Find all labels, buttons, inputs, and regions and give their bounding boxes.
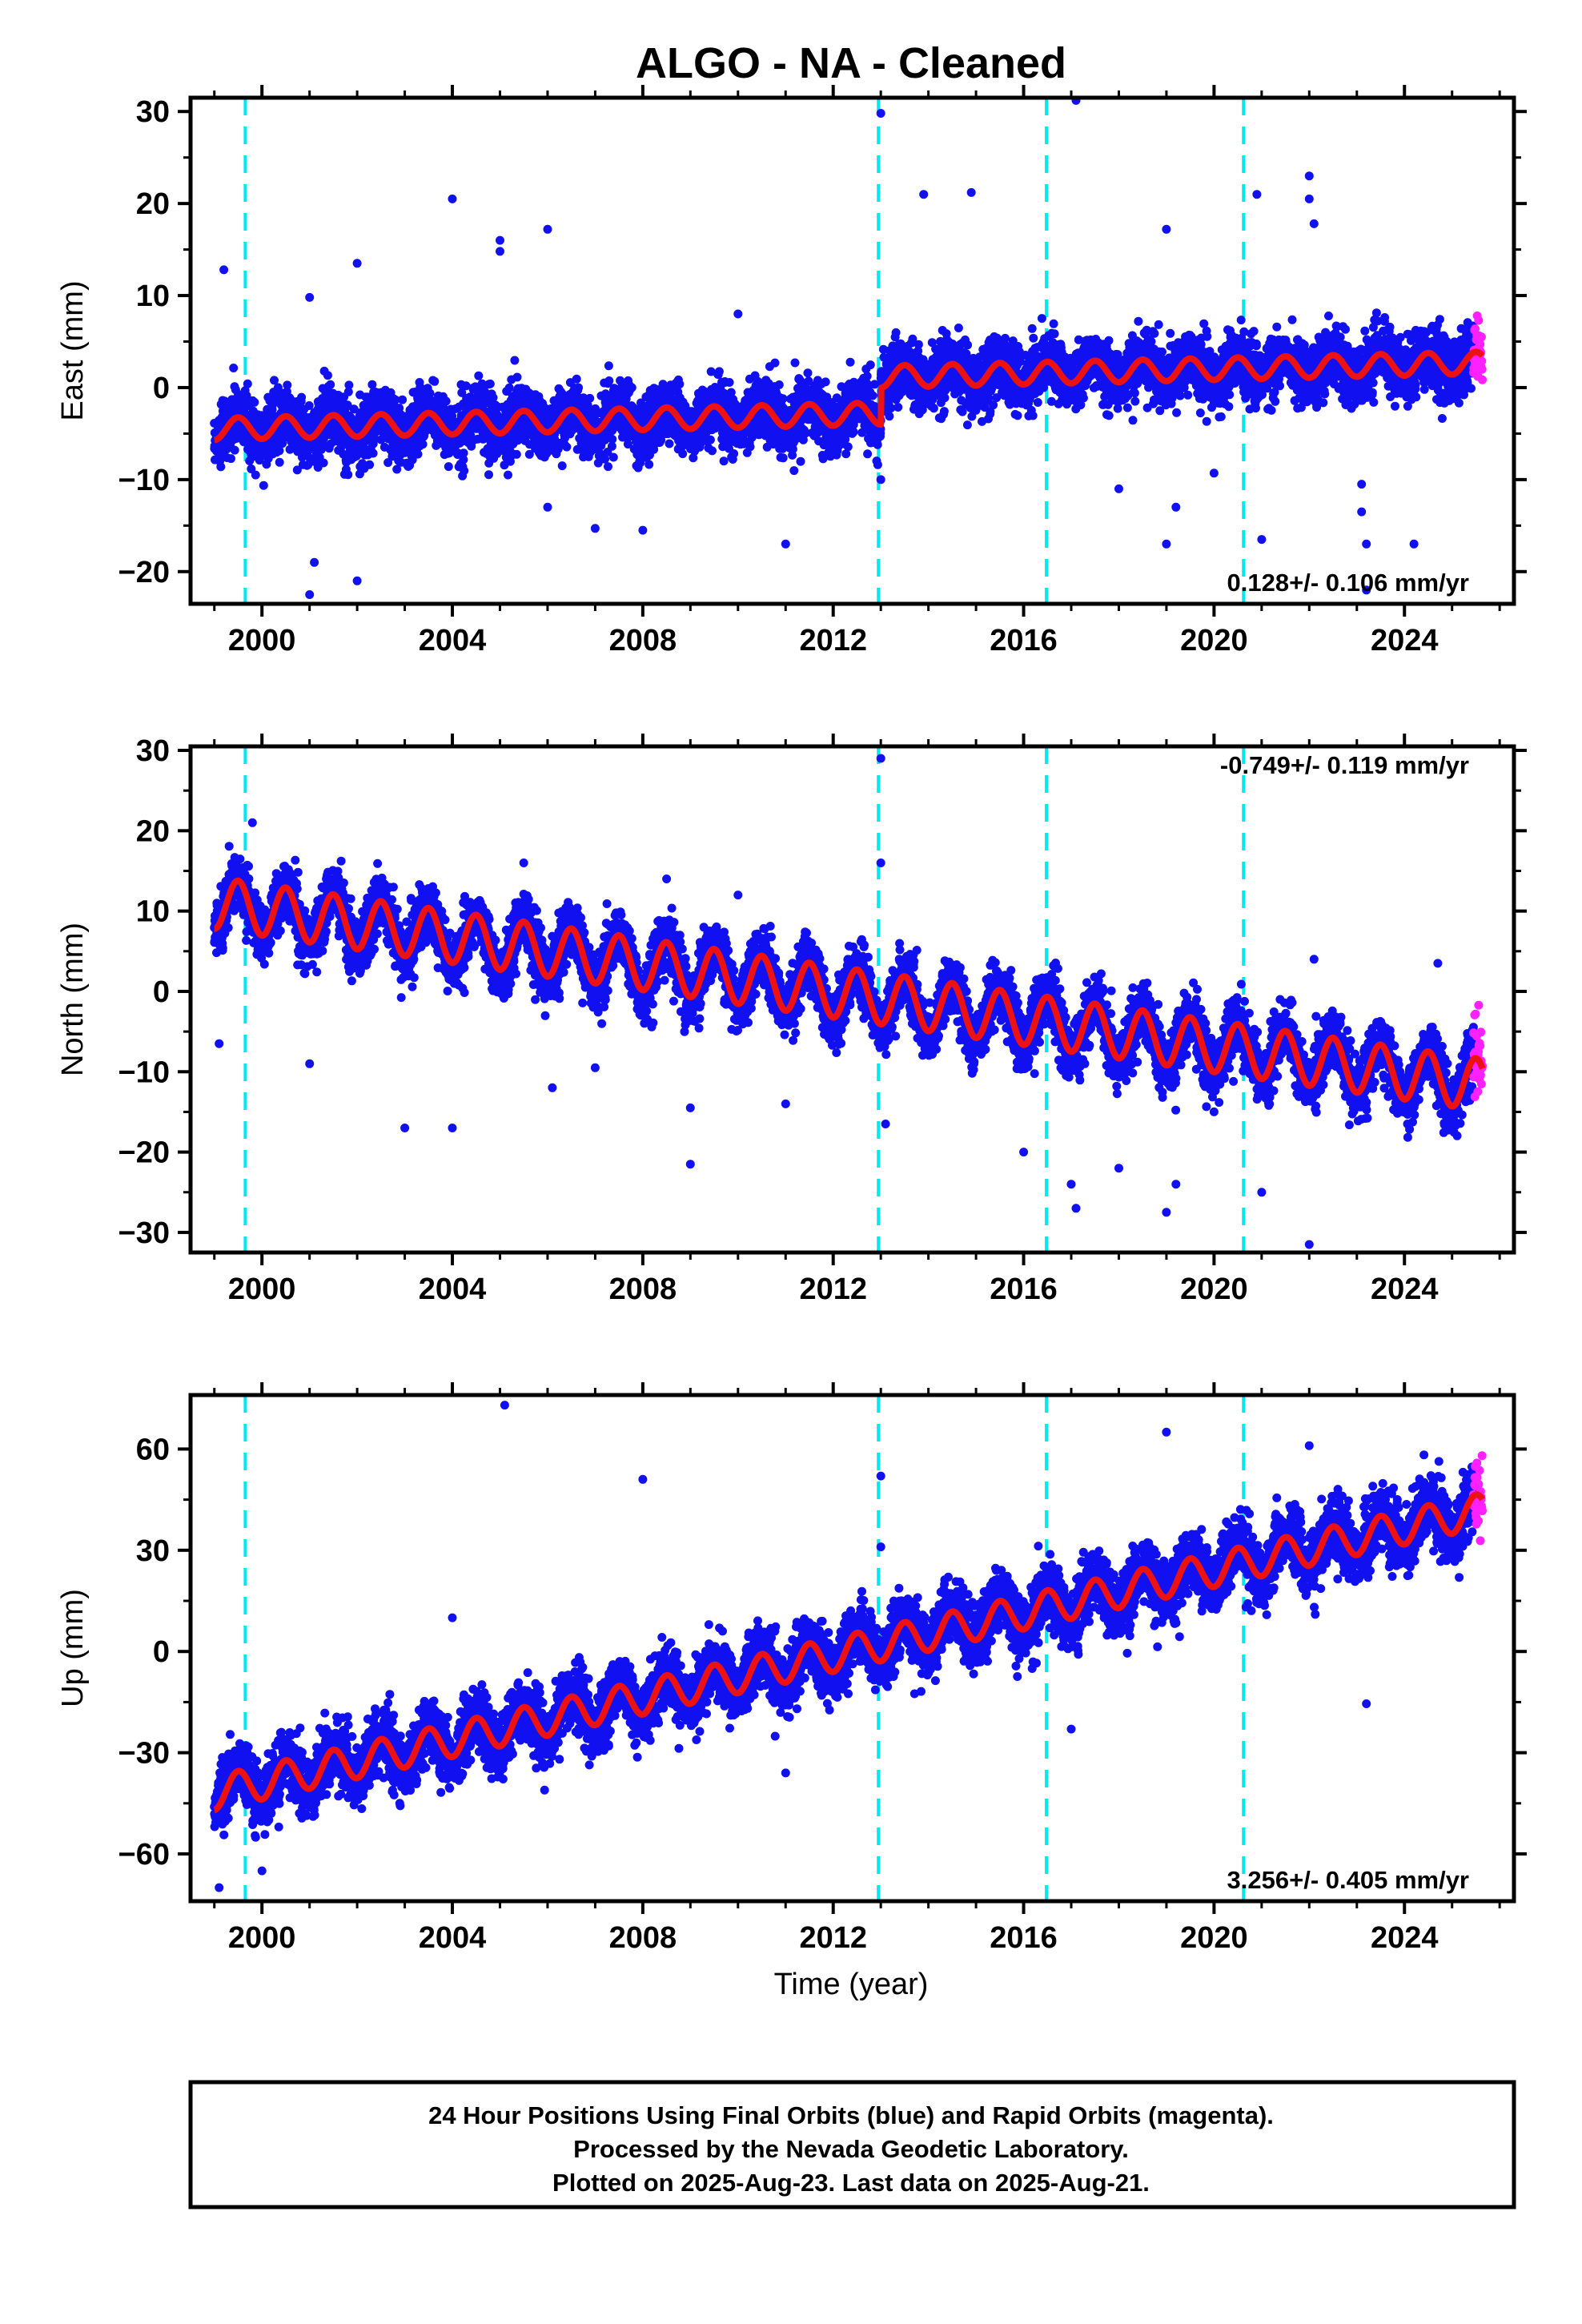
up-x-tick-label-6: 2024 xyxy=(1371,1921,1439,1955)
north-y-axis-label: North (mm) xyxy=(56,923,90,1076)
east-rapid-orbit-points xyxy=(1469,311,1487,384)
chart-title: ALGO - NA - Cleaned xyxy=(636,39,1066,87)
up-x-tick-label-5: 2020 xyxy=(1180,1921,1248,1955)
east-y-tick-label-2: 0 xyxy=(153,372,170,405)
east-x-tick-label-5: 2020 xyxy=(1180,624,1248,657)
east-rate-label: 0.128+/- 0.106 mm/yr xyxy=(1227,569,1469,597)
north-rapid-orbit-points xyxy=(1469,1000,1487,1101)
footer-frame xyxy=(188,2080,1516,2209)
north-x-tick-label-1: 2004 xyxy=(419,1273,487,1306)
up-model-fit-line xyxy=(211,1491,1486,1814)
north-data-layer xyxy=(210,746,1487,1252)
up-y-axis-label: Up (mm) xyxy=(56,1589,90,1707)
north-x-tick-label-4: 2016 xyxy=(990,1273,1058,1306)
north-x-tick-label-5: 2020 xyxy=(1180,1273,1248,1306)
north-x-tick-label-0: 2000 xyxy=(228,1273,296,1306)
up-x-tick-label-0: 2000 xyxy=(228,1921,296,1955)
north-model-fit-line xyxy=(211,877,1486,1110)
up-x-tick-label-2: 2008 xyxy=(609,1921,677,1955)
up-x-tick-label-1: 2004 xyxy=(419,1921,487,1955)
north-rate-label: -0.749+/- 0.119 mm/yr xyxy=(1220,751,1469,779)
north-x-tick-label-3: 2012 xyxy=(799,1273,867,1306)
east-y-tick-label-3: 10 xyxy=(136,279,170,313)
north-axis-ticks: −30 −20 −10 0 10 20 30 2000 2004 2008 2012 2016 2020… xyxy=(118,734,1527,1306)
east-model-fit-line xyxy=(211,348,1486,444)
east-x-tick-label-1: 2004 xyxy=(419,624,487,657)
east-y-tick-label-5: 30 xyxy=(136,95,170,129)
north-y-tick-label-1: −20 xyxy=(118,1136,170,1170)
up-axis-ticks: −60 −30 0 30 60 2000 2004 2008 2012 2016 2020 2024 xyxy=(118,1382,1527,1955)
up-x-tick-label-3: 2012 xyxy=(799,1921,867,1955)
up-data-layer xyxy=(210,1395,1487,1901)
east-plot-frame xyxy=(188,95,1516,606)
north-y-tick-label-5: 20 xyxy=(136,814,170,848)
up-y-tick-label-4: 60 xyxy=(136,1433,170,1466)
up-y-tick-label-0: −60 xyxy=(118,1838,170,1872)
up-y-tick-label-1: −30 xyxy=(118,1737,170,1771)
north-y-tick-label-3: 0 xyxy=(153,975,170,1009)
east-final-orbit-points xyxy=(210,98,1478,599)
north-x-tick-label-6: 2024 xyxy=(1371,1273,1439,1306)
footer-box: 24 Hour Positions Using Final Orbits (bl… xyxy=(188,2080,1516,2209)
east-data-layer xyxy=(210,98,1487,604)
footer-line-1: 24 Hour Positions Using Final Orbits (bl… xyxy=(428,2101,1274,2129)
north-panel: −30 −20 −10 0 10 20 30 2000 2004 2008 2012 2016 2020… xyxy=(56,734,1527,1306)
north-x-tick-label-2: 2008 xyxy=(609,1273,677,1306)
east-y-tick-label-1: −10 xyxy=(118,464,170,497)
north-y-tick-label-6: 30 xyxy=(136,734,170,768)
east-y-tick-label-4: 20 xyxy=(136,187,170,221)
east-x-tick-label-6: 2024 xyxy=(1371,624,1439,657)
north-y-tick-label-2: −10 xyxy=(118,1055,170,1089)
east-panel: −20 −10 0 10 20 30 2000 2004 2008 2012 2016 2020 202… xyxy=(56,85,1527,657)
east-x-tick-label-4: 2016 xyxy=(990,624,1058,657)
east-x-tick-label-0: 2000 xyxy=(228,624,296,657)
up-y-tick-label-2: 0 xyxy=(153,1635,170,1669)
up-x-tick-label-4: 2016 xyxy=(990,1921,1058,1955)
up-rate-label: 3.256+/- 0.405 mm/yr xyxy=(1227,1866,1469,1894)
east-x-tick-label-2: 2008 xyxy=(609,624,677,657)
up-y-tick-label-3: 30 xyxy=(136,1534,170,1568)
footer-line-2: Processed by the Nevada Geodetic Laborat… xyxy=(573,2135,1129,2163)
east-x-tick-label-3: 2012 xyxy=(799,624,867,657)
x-axis-label: Time (year) xyxy=(774,1968,929,2001)
east-y-axis-label: East (mm) xyxy=(56,280,90,420)
north-y-tick-label-4: 10 xyxy=(136,895,170,929)
up-plot-frame xyxy=(188,1393,1516,1904)
east-axis-ticks: −20 −10 0 10 20 30 2000 2004 2008 2012 2016 2020 202… xyxy=(118,85,1527,657)
footer-line-3: Plotted on 2025-Aug-23. Last data on 202… xyxy=(552,2169,1150,2197)
up-final-orbit-points xyxy=(210,1401,1478,1892)
north-y-tick-label-0: −30 xyxy=(118,1216,170,1250)
east-y-tick-label-0: −20 xyxy=(118,556,170,589)
north-plot-frame xyxy=(188,744,1516,1255)
